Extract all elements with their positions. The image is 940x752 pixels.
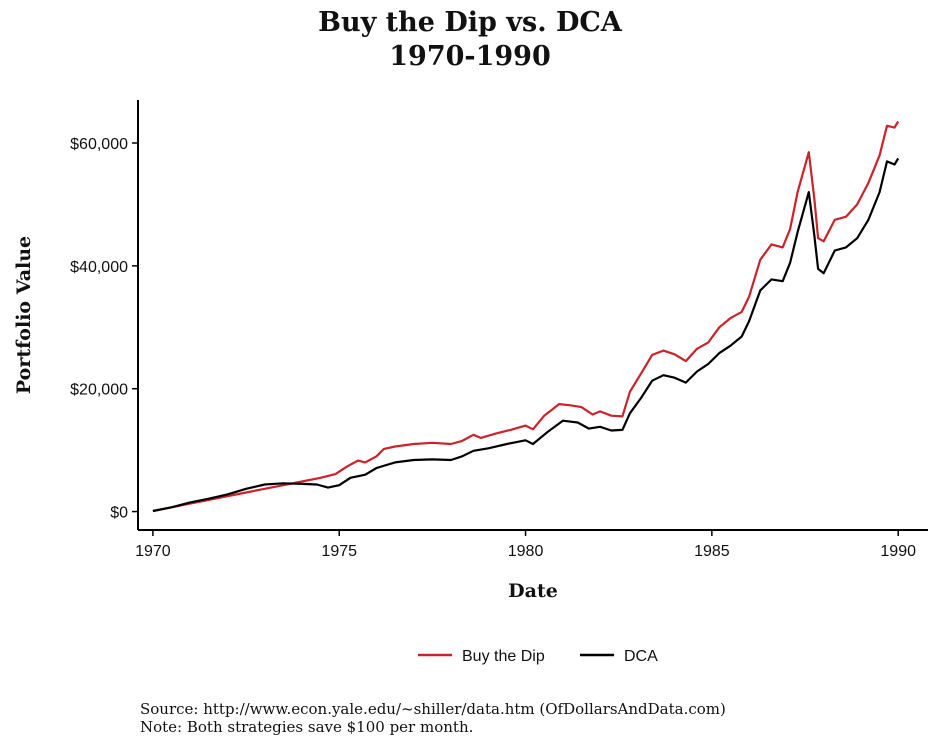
source-caption: Source: http://www.econ.yale.edu/~shille… — [140, 700, 726, 718]
note-caption: Note: Both strategies save $100 per mont… — [140, 718, 474, 736]
legend-label-buy-the-dip: Buy the Dip — [462, 648, 545, 665]
y-axis-title: Portfolio Value — [13, 236, 35, 394]
chart-title-line1: Buy the Dip vs. DCA — [318, 7, 622, 38]
plot-area — [152, 120, 900, 513]
x-tick-label: 1970 — [135, 543, 171, 560]
chart-title-line2: 1970-1990 — [389, 41, 551, 72]
y-tick-label: $0 — [110, 505, 128, 522]
x-tick-label: 1980 — [508, 543, 544, 560]
series-line-buy-the-dip — [152, 120, 900, 513]
legend-label-dca: DCA — [624, 648, 658, 665]
y-tick-label: $60,000 — [70, 136, 128, 153]
y-tick-label: $20,000 — [70, 382, 128, 399]
y-tick-label: $40,000 — [70, 259, 128, 276]
series-line-dca — [152, 157, 900, 513]
axes: 1970 1975 1980 1985 1990 $0 $20,000 $40,000 $60,… — [70, 100, 928, 560]
legend: Buy the Dip DCA — [418, 648, 658, 665]
x-tick-label: 1990 — [880, 543, 916, 560]
x-axis-title: Date — [508, 580, 558, 602]
x-tick-label: 1985 — [694, 543, 730, 560]
x-tick-label: 1975 — [321, 543, 357, 560]
